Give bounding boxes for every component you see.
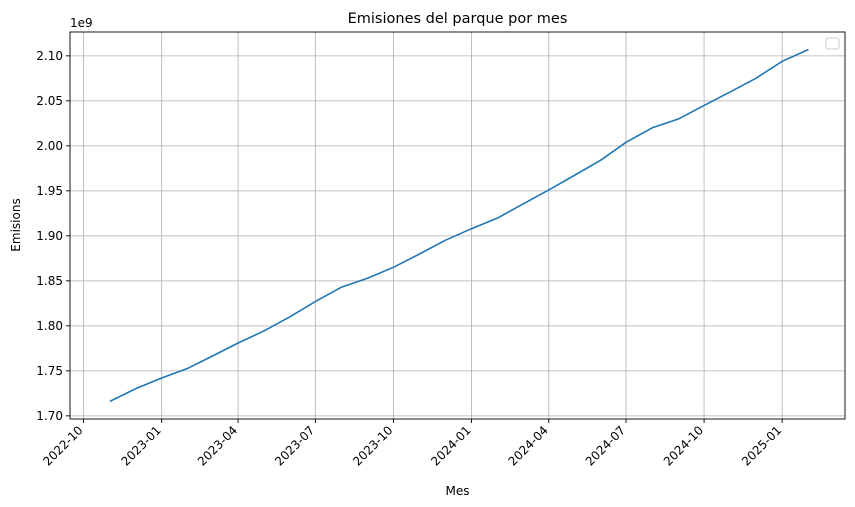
y-tick-label: 1.80 (36, 319, 63, 333)
data-point (107, 399, 112, 404)
data-point (313, 299, 318, 304)
data-point (469, 226, 474, 231)
data-point (623, 140, 628, 145)
data-point (676, 116, 681, 121)
y-tick-label: 2.05 (36, 94, 63, 108)
data-point (417, 251, 422, 256)
x-axis-label: Mes (446, 484, 470, 498)
y-tick-label: 2.00 (36, 139, 63, 153)
legend (825, 37, 840, 50)
data-point (261, 329, 266, 334)
data-point (133, 386, 138, 391)
data-point (209, 354, 214, 359)
data-point (365, 276, 370, 281)
y-tick-label: 1.85 (36, 274, 63, 288)
data-point (391, 265, 396, 270)
data-point (236, 340, 241, 345)
series-line (109, 48, 809, 403)
y-tick-label: 1.90 (36, 229, 63, 243)
data-point (702, 103, 707, 108)
chart-title: Emisiones del parque por mes (348, 11, 568, 27)
data-point (806, 47, 811, 52)
y-axis-label: Emisions (9, 198, 23, 251)
y-offset-label: 1e9 (70, 16, 93, 30)
plot-frame (69, 31, 846, 420)
data-point (728, 89, 733, 94)
legend-box (825, 37, 840, 50)
data-point (159, 376, 164, 381)
data-point (443, 238, 448, 243)
data-point (287, 314, 292, 319)
y-tick-label: 2.10 (36, 49, 63, 63)
y-tick-label: 1.95 (36, 184, 63, 198)
data-point (598, 158, 603, 163)
data-point (780, 59, 785, 64)
data-point (546, 187, 551, 192)
data-point (572, 173, 577, 178)
data-point (185, 366, 190, 371)
y-tick-label: 1.70 (36, 409, 63, 423)
y-tick-label: 1.75 (36, 364, 63, 378)
series-layer (107, 47, 811, 404)
data-point (650, 125, 655, 130)
data-point (753, 76, 758, 81)
grid-lines (70, 32, 845, 419)
data-point (495, 215, 500, 220)
data-point (339, 285, 344, 290)
data-point (520, 202, 525, 207)
